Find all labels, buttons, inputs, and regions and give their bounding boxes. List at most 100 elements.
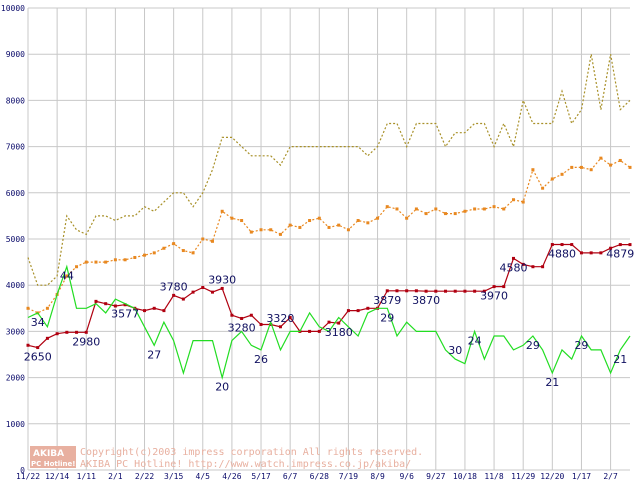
data-label: 29 bbox=[380, 311, 394, 324]
series-2-point bbox=[104, 302, 108, 306]
y-tick-label: 6000 bbox=[6, 189, 25, 198]
series-1-point bbox=[531, 168, 535, 172]
series-2-point bbox=[444, 289, 448, 293]
series-1-point bbox=[366, 221, 370, 225]
x-tick-label: 11/22 bbox=[16, 472, 40, 480]
x-tick-label: 10/18 bbox=[453, 472, 477, 480]
series-2-point bbox=[434, 289, 438, 293]
series-1-point bbox=[278, 232, 282, 236]
series-1-point bbox=[220, 209, 224, 213]
series-2-point bbox=[162, 309, 166, 313]
data-label: 44 bbox=[60, 270, 74, 283]
series-2-point bbox=[181, 297, 185, 301]
series-2-point bbox=[249, 313, 253, 317]
series-2-point bbox=[366, 306, 370, 310]
series-1-point bbox=[308, 219, 312, 223]
data-label: 20 bbox=[215, 381, 229, 394]
series-1-point bbox=[75, 265, 79, 269]
series-2-point bbox=[75, 330, 79, 334]
series-2-point bbox=[327, 320, 331, 324]
x-tick-label: 7/19 bbox=[339, 472, 358, 480]
x-tick-label: 9/6 bbox=[399, 472, 414, 480]
x-tick-label: 3/15 bbox=[164, 472, 183, 480]
series-1-point bbox=[249, 230, 253, 234]
series-2-point bbox=[482, 289, 486, 293]
data-label: 21 bbox=[613, 353, 627, 366]
series-1-point bbox=[511, 198, 515, 202]
x-tick-label: 11/8 bbox=[484, 472, 503, 480]
copyright-line: Copyright(c)2003 impress corporation All… bbox=[80, 447, 423, 458]
data-label: 4879 bbox=[606, 248, 634, 261]
series-1-point bbox=[133, 255, 137, 259]
series-1-point bbox=[609, 163, 613, 167]
data-label: 26 bbox=[254, 353, 268, 366]
y-tick-label: 7000 bbox=[6, 143, 25, 152]
x-tick-label: 12/14 bbox=[45, 472, 69, 480]
series-1-point bbox=[269, 228, 273, 232]
series-2-point bbox=[395, 289, 399, 293]
x-tick-label: 4/5 bbox=[196, 472, 211, 480]
data-label: 4880 bbox=[548, 248, 576, 261]
series-2-point bbox=[424, 289, 428, 293]
series-2-point bbox=[609, 246, 613, 250]
series-1-point bbox=[104, 260, 108, 264]
data-label: 3320 bbox=[266, 312, 294, 325]
data-labels: 2650 2980 3577 3780 3930 3280 3320 3180 3879 3870… bbox=[24, 248, 635, 394]
series-1-point bbox=[550, 177, 554, 181]
series-2-point bbox=[113, 304, 117, 308]
series-1-point bbox=[521, 200, 525, 204]
series-1-point bbox=[453, 212, 457, 216]
y-tick-label: 3000 bbox=[6, 327, 25, 336]
series-2-point bbox=[317, 329, 321, 333]
series-2-point bbox=[618, 243, 622, 247]
series-2-point bbox=[26, 343, 30, 347]
series-2-point bbox=[210, 290, 214, 294]
series-1-point bbox=[181, 249, 185, 253]
series-2-point bbox=[143, 309, 147, 313]
data-label: 3879 bbox=[373, 294, 401, 307]
y-tick-label: 0 bbox=[20, 466, 25, 475]
data-label: 29 bbox=[574, 339, 588, 352]
x-tick-label: 2/22 bbox=[135, 472, 154, 480]
data-label: 2980 bbox=[72, 335, 100, 348]
series-1-point bbox=[65, 274, 69, 278]
series-1-point bbox=[599, 156, 603, 160]
series-1-point bbox=[45, 306, 49, 310]
series-1-point bbox=[628, 165, 632, 169]
logo-bottom-text: PC Hotline! bbox=[31, 460, 75, 468]
data-label: 3970 bbox=[480, 290, 508, 303]
series-1-point bbox=[259, 228, 263, 232]
series-2-point bbox=[463, 289, 467, 293]
data-label: 27 bbox=[147, 348, 161, 361]
series-1-point bbox=[579, 165, 583, 169]
series-2-point bbox=[123, 303, 127, 307]
series-1-point bbox=[288, 223, 292, 227]
series-2-point bbox=[346, 309, 350, 313]
series-1-point bbox=[414, 207, 418, 211]
series-2-point bbox=[405, 289, 409, 293]
series-1-point bbox=[84, 260, 88, 264]
series-1-point bbox=[240, 219, 244, 223]
series-1-point bbox=[113, 258, 117, 262]
series-1-point bbox=[434, 207, 438, 211]
series-2-point bbox=[628, 243, 632, 247]
series-2-point bbox=[579, 251, 583, 255]
x-tick-label: 2/1 bbox=[108, 472, 123, 480]
series-2-point bbox=[453, 289, 457, 293]
series-2-point bbox=[521, 262, 525, 266]
series-2-point bbox=[541, 265, 545, 269]
series-1-point bbox=[560, 172, 564, 176]
data-label: 21 bbox=[545, 376, 559, 389]
data-label: 2650 bbox=[24, 351, 52, 364]
x-tick-label: 1/17 bbox=[572, 472, 591, 480]
x-axis-ticks: 11/22 12/14 1/11 2/1 2/22 3/15 4/5 4/26 5/17 6/7 6… bbox=[16, 472, 618, 480]
series-1-point bbox=[492, 205, 496, 209]
y-tick-label: 4000 bbox=[6, 281, 25, 290]
logo-block bbox=[30, 446, 76, 468]
x-tick-label: 11/29 bbox=[511, 472, 535, 480]
series-1-point bbox=[424, 212, 428, 216]
data-label: 3180 bbox=[325, 326, 353, 339]
series-1-point bbox=[356, 219, 360, 223]
